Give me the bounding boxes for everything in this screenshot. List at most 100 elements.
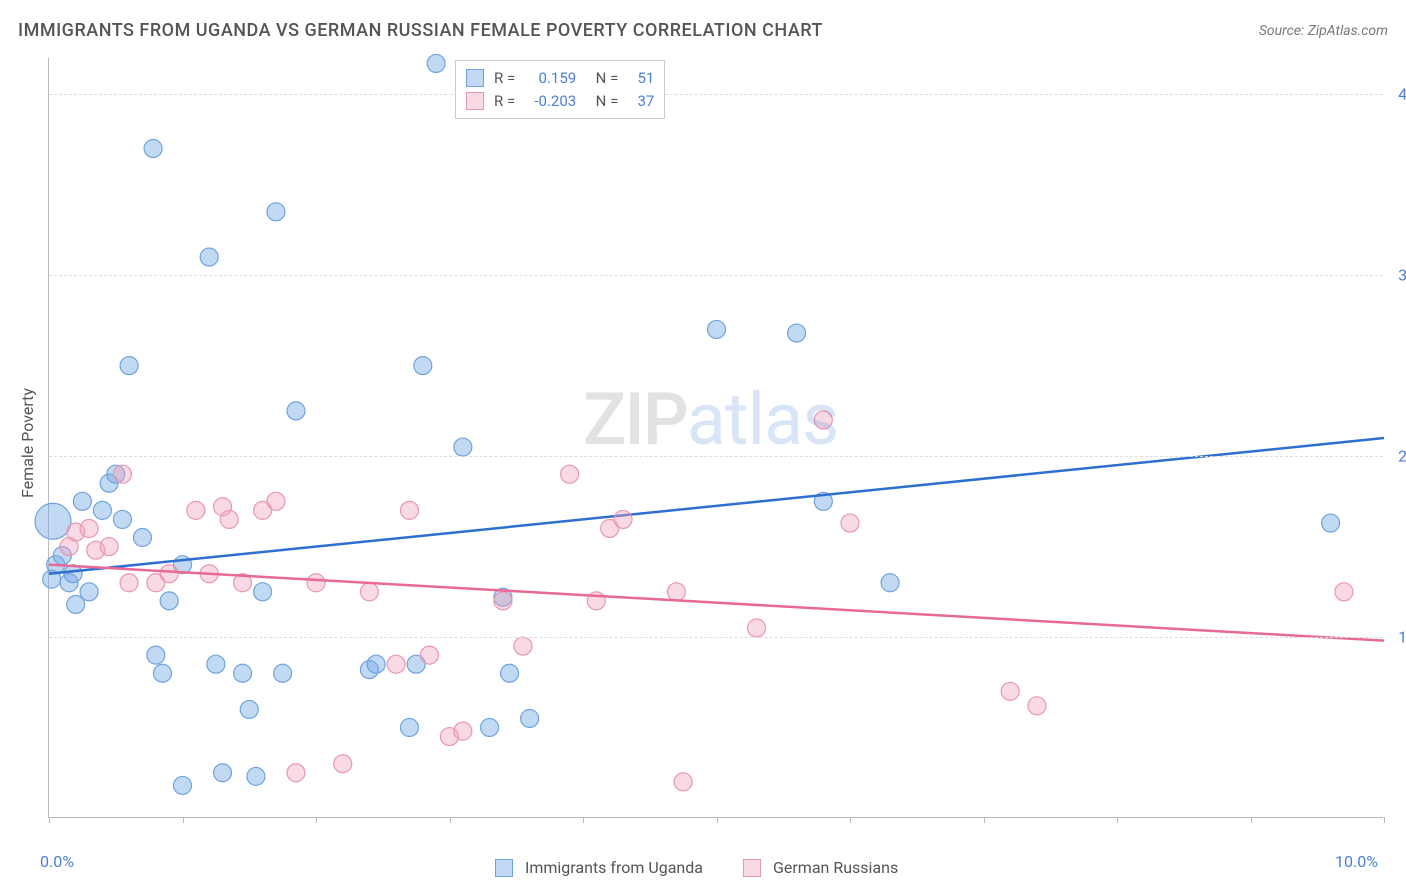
x-tick-label: 0.0% <box>40 852 74 871</box>
x-tick <box>316 817 317 823</box>
legend-swatch <box>743 859 761 877</box>
r-value: 0.159 <box>521 67 576 90</box>
x-tick-label: 10.0% <box>1335 852 1378 871</box>
x-tick <box>984 817 985 823</box>
data-point <box>454 438 472 456</box>
x-tick <box>1251 817 1252 823</box>
data-point <box>748 619 766 637</box>
data-point <box>133 529 151 547</box>
legend-correlation-box: R = 0.159 N =51 R = -0.203 N =37 <box>455 60 665 119</box>
data-point <box>254 583 272 601</box>
data-point <box>120 357 138 375</box>
n-label: N = <box>596 90 619 113</box>
chart-title: IMMIGRANTS FROM UGANDA VS GERMAN RUSSIAN… <box>18 20 823 41</box>
data-point <box>160 565 178 583</box>
data-point <box>1322 514 1340 532</box>
legend-correlation-row: R = -0.203 N =37 <box>466 90 654 113</box>
legend-correlation-row: R = 0.159 N =51 <box>466 67 654 90</box>
data-point <box>287 402 305 420</box>
data-point <box>400 719 418 737</box>
data-point <box>147 646 165 664</box>
data-point <box>427 54 445 72</box>
y-tick-label: 30.0% <box>1398 266 1406 285</box>
data-point <box>400 501 418 519</box>
data-point <box>1028 697 1046 715</box>
data-point <box>481 719 499 737</box>
data-point <box>614 510 632 528</box>
data-point <box>788 324 806 342</box>
legend-series-item: German Russians <box>743 858 898 877</box>
data-point <box>814 411 832 429</box>
data-point <box>187 501 205 519</box>
data-point <box>667 583 685 601</box>
data-point <box>1335 583 1353 601</box>
data-point <box>287 764 305 782</box>
source-label: Source: <box>1259 23 1304 39</box>
data-point <box>1001 682 1019 700</box>
x-tick <box>450 817 451 823</box>
data-point <box>234 664 252 682</box>
data-point <box>100 538 118 556</box>
data-point <box>841 514 859 532</box>
data-point <box>113 510 131 528</box>
y-tick-label: 20.0% <box>1398 447 1406 466</box>
plot-area: ZIPatlas 10.0%20.0%30.0%40.0% <box>48 58 1383 818</box>
data-point <box>160 592 178 610</box>
x-tick <box>1117 817 1118 823</box>
gridline <box>49 456 1383 457</box>
data-point <box>274 664 292 682</box>
n-value: 37 <box>624 90 654 113</box>
data-point <box>414 357 432 375</box>
r-label: R = <box>494 90 515 113</box>
data-point <box>144 139 162 157</box>
n-label: N = <box>596 67 619 90</box>
r-label: R = <box>494 67 515 90</box>
legend-series-label: Immigrants from Uganda <box>525 858 703 877</box>
x-tick <box>49 817 50 823</box>
data-point <box>360 583 378 601</box>
data-point <box>387 655 405 673</box>
source-name: ZipAtlas.com <box>1308 23 1388 39</box>
data-point <box>674 773 692 791</box>
data-point <box>514 637 532 655</box>
data-point <box>494 592 512 610</box>
data-point <box>80 583 98 601</box>
data-point <box>120 574 138 592</box>
scatter-svg <box>49 58 1384 818</box>
gridline <box>49 637 1383 638</box>
data-point <box>307 574 325 592</box>
data-point <box>200 248 218 266</box>
data-point <box>240 700 258 718</box>
chart-header: IMMIGRANTS FROM UGANDA VS GERMAN RUSSIAN… <box>18 20 1388 41</box>
y-tick-label: 40.0% <box>1398 85 1406 104</box>
data-point <box>113 465 131 483</box>
legend-series-label: German Russians <box>773 858 898 877</box>
legend-swatch <box>466 92 484 110</box>
data-point <box>334 755 352 773</box>
data-point <box>420 646 438 664</box>
chart-source: Source: ZipAtlas.com <box>1259 23 1388 39</box>
x-tick <box>1384 817 1385 823</box>
data-point <box>454 722 472 740</box>
data-point <box>93 501 111 519</box>
data-point <box>708 320 726 338</box>
data-point <box>267 203 285 221</box>
data-point <box>80 519 98 537</box>
data-point <box>174 776 192 794</box>
n-value: 51 <box>624 67 654 90</box>
data-point <box>521 709 539 727</box>
legend-swatch <box>466 69 484 87</box>
data-point <box>214 764 232 782</box>
x-tick <box>183 817 184 823</box>
data-point <box>247 767 265 785</box>
gridline <box>49 275 1383 276</box>
data-point <box>561 465 579 483</box>
data-point <box>153 664 171 682</box>
data-point <box>881 574 899 592</box>
trend-line <box>49 438 1384 574</box>
data-point <box>220 510 238 528</box>
r-value: -0.203 <box>521 90 576 113</box>
y-tick-label: 10.0% <box>1398 628 1406 647</box>
data-point <box>267 492 285 510</box>
trend-line <box>49 565 1384 641</box>
